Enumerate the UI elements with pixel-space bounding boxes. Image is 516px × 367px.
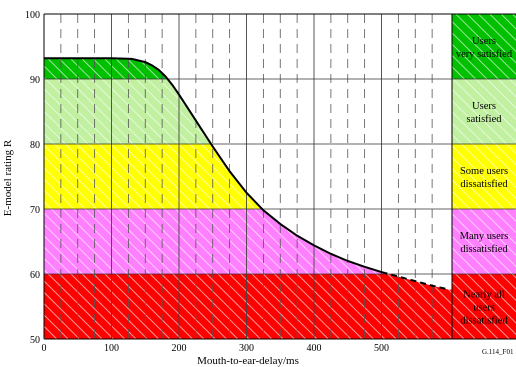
y-tick-label: 50: [30, 335, 40, 346]
band-label-3-line-0: Users: [472, 101, 496, 112]
band-label-hatch-4: [452, 14, 516, 79]
y-axis-label: E-model rating R: [2, 139, 14, 216]
tick-labels: 50 60 70 80 90 100 0 100 200 300 400 500: [25, 10, 389, 354]
band-label-hatch-0: [452, 274, 516, 339]
band-label-3-line-1: satisfied: [467, 114, 503, 125]
above-curve-fill: [44, 14, 452, 290]
band-label-2-line-1: dissatisfied: [460, 179, 508, 190]
band-label-0-line-2: dissatisfied: [460, 316, 508, 327]
axes: [43, 13, 516, 340]
band-label-1-line-1: dissatisfied: [460, 244, 508, 255]
x-tick-label: 500: [374, 343, 389, 354]
band-hatch-0: [44, 274, 452, 339]
x-tick-label: 400: [307, 343, 322, 354]
rating-curve: [44, 57, 450, 291]
band-label-hatch-3: [452, 79, 516, 144]
x-tick-label: 200: [172, 343, 187, 354]
y-tick-label: 90: [30, 75, 40, 86]
band-label-2-line-0: Some users: [460, 166, 508, 177]
region-above-curve: [44, 14, 452, 290]
band-label-0-line-1: users: [473, 303, 495, 314]
band-label-boxes: [452, 14, 516, 339]
band-label-0-line-0: Nearly all: [463, 290, 505, 301]
curve-series-1: [381, 271, 450, 291]
band-label-4-line-1: very satisfied: [456, 49, 513, 60]
x-tick-label: 300: [239, 343, 254, 354]
y-tick-label: 70: [30, 205, 40, 216]
band-label-hatch-1: [452, 209, 516, 274]
x-tick-label: 0: [42, 343, 47, 354]
y-tick-label: 100: [25, 10, 40, 21]
band-label-hatch-2: [452, 144, 516, 209]
band-label-1-line-0: Many users: [460, 231, 509, 242]
figure-id: G.114_F01: [482, 348, 514, 356]
y-tick-label: 60: [30, 270, 40, 281]
band-labels: Nearly all users dissatisfied Many users dis…: [456, 36, 513, 327]
band-label-4-line-0: Users: [472, 36, 496, 47]
x-tick-label: 100: [104, 343, 119, 354]
x-axis-label: Mouth-to-ear-delay/ms: [197, 355, 299, 367]
curve-series-0: [44, 57, 382, 274]
y-tick-label: 80: [30, 140, 40, 151]
